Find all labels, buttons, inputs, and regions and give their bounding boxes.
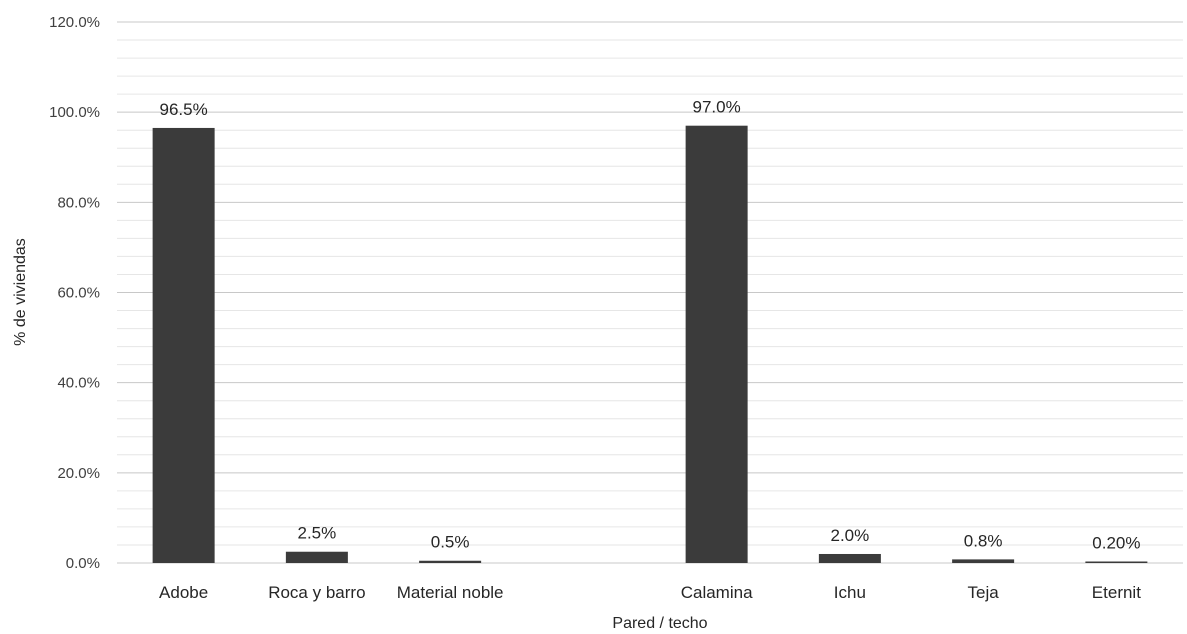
y-axis-title: % de viviendas (12, 238, 29, 346)
data-labels: 96.5% 2.5% 0.5% 97.0% 2.0% 0.8% 0.20% (160, 98, 1141, 553)
y-tick-labels: 0.0% 20.0% 40.0% 60.0% 80.0% 100.0% 120.0% (49, 14, 100, 572)
x-category-label: Adobe (159, 583, 208, 602)
data-label: 2.5% (298, 524, 337, 543)
bar (419, 560, 482, 563)
data-label: 0.8% (964, 531, 1003, 550)
y-tick-label: 120.0% (49, 14, 100, 31)
bar (818, 553, 881, 563)
bar (952, 559, 1015, 563)
data-label: 97.0% (693, 98, 741, 117)
y-tick-label: 80.0% (57, 194, 100, 211)
x-category-label: Roca y barro (268, 583, 365, 602)
data-label: 2.0% (831, 526, 870, 545)
x-category-label: Calamina (681, 583, 753, 602)
x-category-label: Teja (968, 583, 1000, 602)
bar (1085, 561, 1148, 563)
bar (285, 551, 348, 563)
gridlines (117, 21, 1183, 564)
y-tick-label: 40.0% (57, 375, 100, 392)
y-tick-label: 0.0% (66, 555, 100, 572)
data-label: 96.5% (160, 100, 208, 119)
y-tick-label: 60.0% (57, 285, 100, 302)
x-category-label: Material noble (397, 583, 504, 602)
x-category-label: Ichu (834, 583, 866, 602)
bars (152, 125, 1148, 564)
data-label: 0.20% (1092, 534, 1140, 553)
x-category-labels: Adobe Roca y barro Material noble Calamina I… (159, 583, 1141, 602)
data-label: 0.5% (431, 533, 470, 552)
x-category-label: Eternit (1092, 583, 1141, 602)
y-tick-label: 100.0% (49, 104, 100, 121)
bar (685, 125, 748, 564)
x-axis-title: Pared / techo (612, 615, 707, 632)
y-tick-label: 20.0% (57, 465, 100, 482)
bar (152, 127, 215, 563)
